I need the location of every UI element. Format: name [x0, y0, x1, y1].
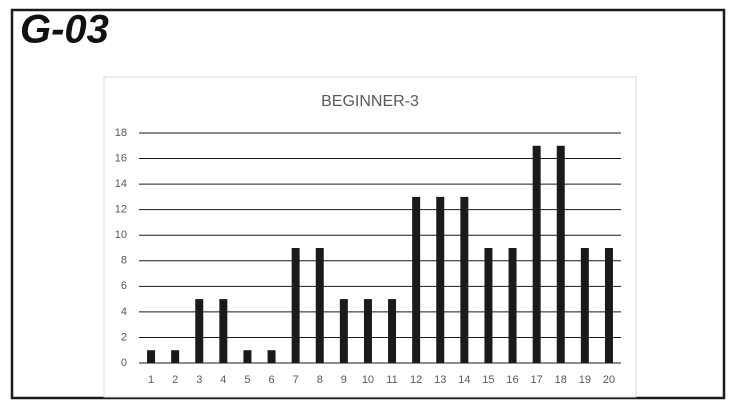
bar: [219, 299, 228, 363]
bar: [171, 350, 180, 363]
x-tick-label: 1: [148, 374, 154, 386]
x-tick-label: 6: [268, 374, 274, 386]
bar: [460, 196, 469, 363]
bar: [436, 196, 445, 363]
x-tick-label: 3: [196, 374, 202, 386]
bar: [267, 350, 276, 363]
x-tick-label: 14: [458, 374, 470, 386]
bar: [508, 248, 517, 363]
y-tick-label: 16: [115, 152, 127, 164]
y-tick-label: 6: [121, 280, 127, 292]
bar: [532, 145, 541, 363]
y-tick-label: 4: [121, 306, 127, 318]
x-tick-label: 8: [317, 374, 323, 386]
x-tick-label: 20: [603, 374, 615, 386]
bar: [412, 196, 421, 363]
y-tick-label: 12: [115, 204, 127, 216]
bar: [580, 248, 589, 363]
x-tick-label: 16: [506, 374, 518, 386]
x-tick-label: 5: [244, 374, 250, 386]
bar: [556, 145, 565, 363]
x-tick-label: 13: [434, 374, 446, 386]
bar: [363, 299, 372, 363]
x-tick-label: 19: [579, 374, 591, 386]
y-tick-label: 14: [115, 178, 127, 190]
bar: [388, 299, 397, 363]
x-tick-label: 10: [362, 374, 374, 386]
x-tick-label: 18: [555, 374, 567, 386]
y-tick-label: 18: [115, 127, 127, 139]
bar: [604, 248, 613, 363]
x-tick-label: 17: [531, 374, 543, 386]
x-tick-label: 7: [293, 374, 299, 386]
y-tick-label: 10: [115, 229, 127, 241]
y-tick-label: 0: [121, 357, 127, 369]
y-tick-label: 8: [121, 255, 127, 267]
x-tick-label: 2: [172, 374, 178, 386]
y-tick-label: 2: [121, 331, 127, 343]
x-tick-label: 11: [386, 374, 397, 386]
bar: [291, 248, 300, 363]
chart-title: BEGINNER-3: [321, 93, 419, 110]
bar: [243, 350, 252, 363]
bar: [315, 248, 324, 363]
bar: [484, 248, 493, 363]
bar: [339, 299, 348, 363]
x-tick-label: 12: [410, 374, 422, 386]
x-tick-label: 15: [482, 374, 494, 386]
x-tick-label: 9: [341, 374, 347, 386]
bar: [195, 299, 204, 363]
page-title: G-03: [20, 8, 109, 52]
x-tick-label: 4: [220, 374, 226, 386]
bar: [147, 350, 156, 363]
